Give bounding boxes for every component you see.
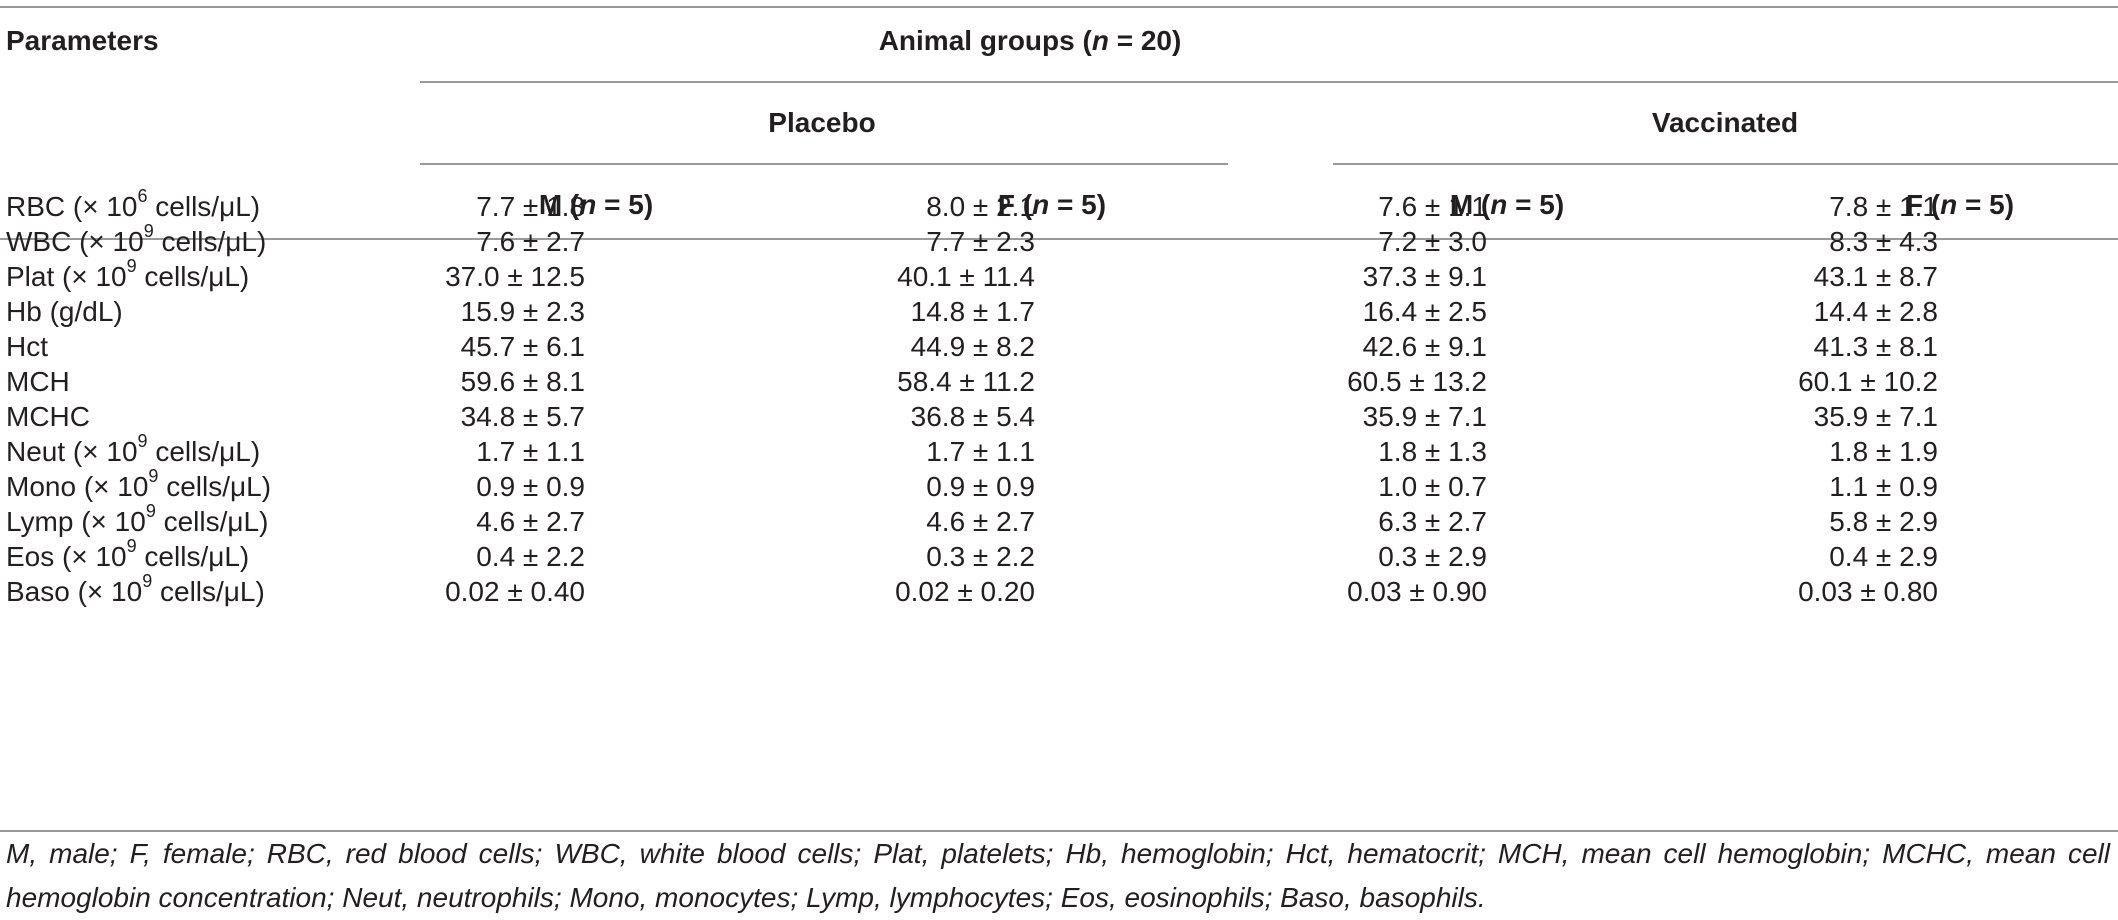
row-label: Baso (× 109 cells/μL) [6, 570, 265, 607]
table-cell: 43.1 ± 8.7 [1813, 261, 1938, 292]
table-cell: 44.9 ± 8.2 [910, 331, 1035, 362]
table-cell: 41.3 ± 8.1 [1813, 331, 1938, 362]
column-header-vaccinated-f: F (n = 5) [1905, 189, 2015, 220]
row-label: Mono (× 109 cells/μL) [6, 465, 272, 502]
table-top-rule [0, 6, 2118, 8]
table-cell: 7.7 ± 1.8 [476, 191, 585, 222]
table-cell: 0.9 ± 0.9 [926, 471, 1035, 502]
table-cell: 0.4 ± 2.2 [476, 541, 585, 572]
row-label: Neut (× 109 cells/μL) [6, 430, 261, 467]
subgroup-vaccinated: Vaccinated [1651, 107, 1799, 138]
table-cell: 8.0 ± 2.1 [926, 191, 1035, 222]
table-cell: 14.8 ± 1.7 [910, 296, 1035, 327]
table-cell: 0.03 ± 0.80 [1798, 576, 1938, 607]
table-cell: 0.03 ± 0.90 [1347, 576, 1487, 607]
table-cell: 7.6 ± 1.1 [1378, 191, 1487, 222]
table-footnote: M, male; F, female; RBC, red blood cells… [6, 838, 2110, 913]
table-cell: 7.8 ± 1.1 [1829, 191, 1938, 222]
table-cell: 60.5 ± 13.2 [1347, 366, 1487, 397]
table-cell: 15.9 ± 2.3 [460, 296, 585, 327]
table-cell: 0.4 ± 2.9 [1829, 541, 1938, 572]
table-cell: 7.6 ± 2.7 [476, 226, 585, 257]
table-cell: 0.3 ± 2.2 [926, 541, 1035, 572]
table-cell: 8.3 ± 4.3 [1829, 226, 1938, 257]
stub-header: Parameters [6, 25, 159, 56]
row-label: Plat (× 109 cells/μL) [6, 255, 250, 292]
table-cell: 1.8 ± 1.3 [1378, 436, 1487, 467]
table-cell: 45.7 ± 6.1 [460, 331, 585, 362]
table-cell: 5.8 ± 2.9 [1829, 506, 1938, 537]
group-header-rule [420, 81, 2118, 83]
table-cell: 0.9 ± 0.9 [476, 471, 585, 502]
header-bottom-rule [0, 238, 2118, 240]
placebo-header-rule [420, 163, 1228, 165]
row-label: MCHC [6, 401, 90, 432]
row-label: MCH [6, 366, 70, 397]
column-header-placebo-m: M (n = 5) [538, 189, 654, 220]
table-bottom-rule [0, 830, 2118, 832]
table-cell: 6.3 ± 2.7 [1378, 506, 1487, 537]
table-cell: 58.4 ± 11.2 [897, 366, 1035, 397]
table-cell: 7.7 ± 2.3 [926, 226, 1035, 257]
vaccinated-header-rule [1333, 163, 2118, 165]
row-label: Hct [6, 331, 48, 362]
subgroup-placebo: Placebo [768, 107, 876, 138]
row-label: RBC (× 106 cells/μL) [6, 185, 261, 222]
table-cell: 37.0 ± 12.5 [445, 261, 585, 292]
table-cell: 1.7 ± 1.1 [926, 436, 1035, 467]
table-cell: 0.02 ± 0.40 [445, 576, 585, 607]
row-label: Eos (× 109 cells/μL) [6, 535, 250, 572]
table-cell: 1.1 ± 0.9 [1829, 471, 1938, 502]
table-cell: 4.6 ± 2.7 [926, 506, 1035, 537]
table-cell: 36.8 ± 5.4 [910, 401, 1035, 432]
column-header-vaccinated-m: M (n = 5) [1449, 189, 1565, 220]
table-cell: 4.6 ± 2.7 [476, 506, 585, 537]
table-cell: 7.2 ± 3.0 [1378, 226, 1487, 257]
table-cell: 0.02 ± 0.20 [895, 576, 1035, 607]
table-cell: 1.7 ± 1.1 [476, 436, 585, 467]
table-cell: 60.1 ± 10.2 [1798, 366, 1938, 397]
table-cell: 42.6 ± 9.1 [1362, 331, 1487, 362]
row-label: Hb (g/dL) [6, 296, 123, 327]
table-cell: 59.6 ± 8.1 [460, 366, 585, 397]
group-header: Animal groups (n = 20) [878, 25, 1182, 56]
table-cell: 0.3 ± 2.9 [1378, 541, 1487, 572]
table-cell: 37.3 ± 9.1 [1362, 261, 1487, 292]
table-cell: 40.1 ± 11.4 [897, 261, 1035, 292]
row-label: Lymp (× 109 cells/μL) [6, 500, 269, 537]
row-label: WBC (× 109 cells/μL) [6, 220, 267, 257]
table-cell: 1.8 ± 1.9 [1829, 436, 1938, 467]
column-header-placebo-f: F (n = 5) [997, 189, 1107, 220]
table-cell: 35.9 ± 7.1 [1362, 401, 1487, 432]
table-cell: 1.0 ± 0.7 [1378, 471, 1487, 502]
table-cell: 14.4 ± 2.8 [1813, 296, 1938, 327]
table-cell: 16.4 ± 2.5 [1362, 296, 1487, 327]
table-cell: 35.9 ± 7.1 [1813, 401, 1938, 432]
table-cell: 34.8 ± 5.7 [460, 401, 585, 432]
